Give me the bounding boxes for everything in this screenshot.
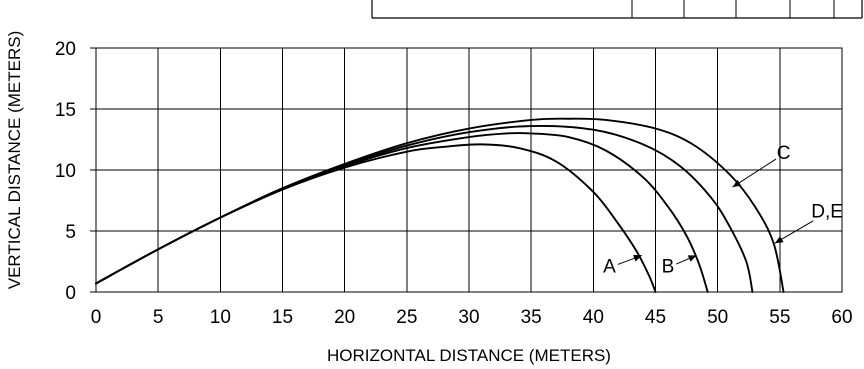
x-tick-label: 30 [458,307,479,328]
curve-labels: A B C D,E [603,143,843,277]
y-tick-label: 15 [55,100,76,121]
x-tick-label: 50 [707,307,728,328]
y-tick-label: 20 [55,39,76,60]
y-tick-label: 5 [65,222,76,243]
series-line-b [95,131,709,293]
leader-line-c [732,158,777,188]
x-tick-label: 5 [153,307,164,328]
x-tick-label: 10 [210,307,231,328]
arrowhead-c [732,179,742,188]
curve-label-a: A [603,257,616,278]
x-tick-label: 45 [645,307,666,328]
arrowhead-b [687,255,697,262]
x-axis-label: HORIZONTAL DISTANCE (METERS) [327,346,611,365]
x-tick-label: 25 [396,307,417,328]
y-tick-label: 10 [55,161,76,182]
curve-label-c: C [777,143,791,164]
x-tick-label: 60 [831,307,852,328]
arrowhead-d-e [774,236,784,244]
y-axis-label: VERTICAL DISTANCE (METERS) [5,31,24,290]
x-tick-label: 35 [521,307,542,328]
y-tick-label: 0 [65,283,76,304]
x-tick-label: 40 [583,307,604,328]
series-lines [95,117,785,293]
x-tick-label: 20 [334,307,355,328]
x-tick-label: 0 [91,307,102,328]
series-line-c [95,125,754,293]
curve-label-d-e: D,E [811,202,843,223]
series-line-a [95,143,657,293]
grid [90,47,843,293]
x-tick-label: 15 [272,307,293,328]
tick-labels: 0 5 10 15 20 25 30 35 40 45 50 55 60 0 5 10 15 20 [55,39,853,328]
partial-table [371,0,863,19]
x-tick-label: 55 [769,307,790,328]
arrowhead-a [633,254,642,262]
series-line-d-e [95,117,785,293]
curve-label-b: B [662,257,675,278]
